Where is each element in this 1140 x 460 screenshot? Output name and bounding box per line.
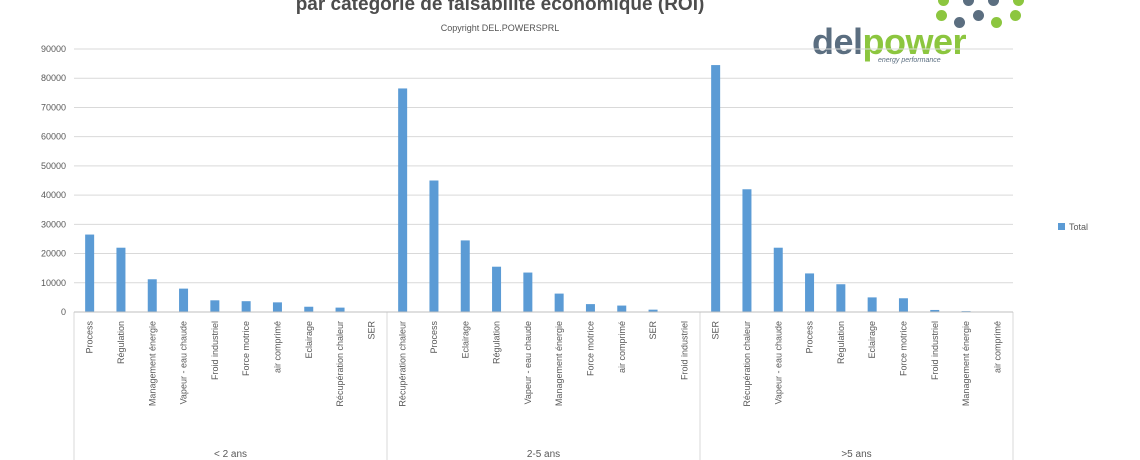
- x-tick-label: Froid industriel: [679, 321, 689, 380]
- group-label: 2-5 ans: [527, 449, 560, 460]
- logo-dot: [973, 10, 984, 21]
- y-tick-label: 50000: [41, 161, 66, 171]
- x-tick-label: Management énergie: [554, 321, 564, 406]
- bar: [147, 279, 157, 312]
- x-tick-label: Vapeur - eau chaude: [773, 321, 783, 404]
- logo-dot: [963, 0, 974, 6]
- x-tick-label: Froid industriel: [210, 321, 220, 380]
- legend-label: Total: [1069, 222, 1088, 232]
- logo-dot: [954, 17, 965, 28]
- logo-dot: [938, 0, 949, 6]
- bar: [742, 189, 752, 312]
- bar: [116, 247, 126, 312]
- bar: [773, 247, 783, 312]
- bar: [241, 301, 251, 312]
- logo-dot: [1013, 0, 1024, 6]
- bar: [523, 272, 533, 312]
- logo-tagline: energy performance: [878, 57, 941, 64]
- x-tick-label: Process: [85, 321, 95, 354]
- x-tick-label: Vapeur - eau chaude: [523, 321, 533, 404]
- y-tick-label: 0: [61, 307, 66, 317]
- x-tick-label: Eclairage: [460, 321, 470, 359]
- x-tick-label: Force motrice: [241, 321, 251, 376]
- bar: [930, 309, 940, 312]
- bar: [85, 234, 95, 312]
- bar: [335, 307, 345, 312]
- y-tick-label: 70000: [41, 102, 66, 112]
- x-tick-label: Récupération chaleur: [335, 321, 345, 407]
- chart-title: par catégorie de faisabilité économique …: [295, 0, 705, 15]
- bar: [867, 297, 877, 312]
- group-label: < 2 ans: [214, 449, 247, 460]
- y-tick-label: 40000: [41, 190, 66, 200]
- x-tick-label: Force motrice: [898, 321, 908, 376]
- x-tick-label: Management énergie: [961, 321, 971, 406]
- x-tick-label: air comprimé: [617, 321, 627, 373]
- group-label: >5 ans: [841, 449, 871, 460]
- y-tick-label: 90000: [41, 44, 66, 54]
- x-tick-label: SER: [711, 321, 721, 340]
- bar: [648, 309, 658, 312]
- x-tick-label: SER: [648, 321, 658, 340]
- logo-dot: [936, 10, 947, 21]
- y-tick-label: 20000: [41, 249, 66, 259]
- bar: [272, 302, 282, 312]
- logo-dot: [988, 0, 999, 6]
- x-tick-label: Régulation: [116, 321, 126, 364]
- logo-dot: [991, 17, 1002, 28]
- x-tick-label: Régulation: [836, 321, 846, 364]
- chart-subtitle: Copyright DEL.POWERSPRL: [440, 23, 560, 33]
- y-tick-label: 60000: [41, 132, 66, 142]
- bar: [836, 284, 846, 312]
- delpower-logo: delpower energy performance: [808, 0, 1038, 70]
- y-tick-label: 80000: [41, 73, 66, 83]
- x-tick-label: Eclairage: [867, 321, 877, 359]
- x-tick-label: Management énergie: [147, 321, 157, 406]
- bar: [617, 305, 627, 312]
- x-tick-label: SER: [366, 321, 376, 340]
- bar: [711, 65, 721, 312]
- x-tick-label: air comprimé: [992, 321, 1002, 373]
- logo-dot: [1010, 10, 1021, 21]
- y-tick-label: 10000: [41, 278, 66, 288]
- bar: [492, 266, 502, 312]
- bar: [398, 88, 408, 312]
- x-tick-label: Vapeur - eau chaude: [179, 321, 189, 404]
- x-tick-label: Récupération chaleur: [742, 321, 752, 407]
- legend-swatch: [1058, 223, 1065, 230]
- x-tick-label: Récupération chaleur: [398, 321, 408, 407]
- bar: [805, 273, 815, 312]
- bar: [554, 293, 564, 312]
- logo-wordmark: delpower: [812, 21, 967, 62]
- x-tick-label: Régulation: [492, 321, 502, 364]
- bar: [898, 298, 908, 312]
- x-tick-label: Eclairage: [304, 321, 314, 359]
- x-tick-label: Process: [805, 321, 815, 354]
- x-tick-label: air comprimé: [272, 321, 282, 373]
- bar: [210, 300, 220, 312]
- bar: [179, 288, 189, 312]
- bar: [304, 306, 314, 312]
- bar: [460, 240, 470, 312]
- bar: [429, 180, 439, 312]
- x-tick-label: Process: [429, 321, 439, 354]
- x-tick-label: Force motrice: [585, 321, 595, 376]
- y-tick-label: 30000: [41, 219, 66, 229]
- x-tick-label: Froid industriel: [930, 321, 940, 380]
- bar: [585, 304, 595, 312]
